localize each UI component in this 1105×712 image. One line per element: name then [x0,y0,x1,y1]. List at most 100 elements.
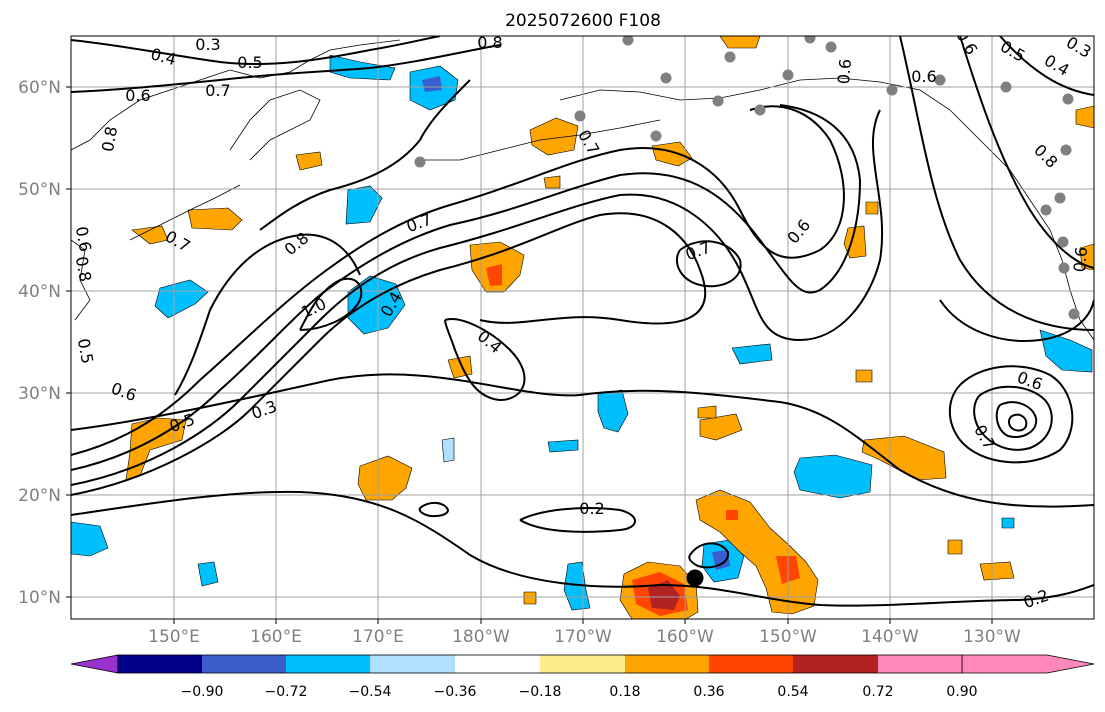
contour-line [973,385,1053,451]
map-panel: 0.3 0.4 0.5 0.6 0.7 0.8 0.8 0.8 0.6 0.7 … [66,33,1095,624]
longitude-label: 160°W [656,627,714,647]
contour-line [999,36,1094,96]
station-marker [1060,144,1072,156]
contour-line [948,365,1074,464]
contour-line [71,44,501,93]
colorbar-segment [878,655,962,673]
contour-label: 0.6 [834,58,855,85]
longitude-label: 170°E [352,627,404,647]
contour-line [519,507,636,533]
station-marker [1068,308,1080,320]
colorbar-label: −0.90 [181,684,224,700]
station-marker [622,36,634,46]
station-marker [934,74,946,86]
negative-anomaly-patch [731,343,773,365]
station-marker [414,156,426,168]
station-marker [1040,204,1052,216]
station-marker [1000,81,1012,93]
negative-anomaly-patch [597,389,629,433]
station-marker [660,72,672,84]
longitude-label: 180°W [452,627,510,647]
colorbar-segment [202,655,286,673]
contour-line [939,299,1094,342]
contour-line [688,542,730,569]
negative-anomaly-patch [329,54,396,81]
contour-label: 0.7 [205,81,230,100]
contour-label: 0.6 [125,86,150,105]
negative-anomaly-patch [197,561,219,587]
longitude-label: 150°W [759,627,817,647]
colorbar-segment [793,655,878,673]
contour-line [899,36,1094,331]
positive-anomaly-patch [979,561,1015,581]
negative-anomaly-patch [547,439,579,453]
contour-label: 0.5 [74,337,97,365]
strong-negative-anomaly-patch [422,76,442,92]
contour-line [995,401,1038,438]
contour-label: 0.8 [98,125,121,153]
coastline-kurils [129,184,241,241]
latitude-label: 60°N [18,78,61,98]
colorbar-segment [286,655,370,673]
colorbar-label: −0.36 [434,684,477,700]
contour-line [959,36,1094,269]
contour-label: 0.3 [195,35,220,54]
negative-anomaly-patch [154,279,209,319]
station-markers [414,36,1080,587]
contour-label: 0.8 [477,33,502,52]
negative-anomaly-patch [1039,329,1093,373]
station-marker [804,36,816,44]
negative-anomaly-patch [71,521,109,557]
colorbar-label: 0.36 [693,684,724,700]
contour-label: 0.6 [1070,246,1091,273]
latitude-label: 10°N [18,588,61,608]
contour-line [174,233,361,396]
negative-anomaly-patch [1001,517,1015,529]
positive-anomaly-patch [523,591,537,605]
colorbar-segment [625,655,709,673]
positive-anomaly-patch [357,455,413,501]
negative-anomaly-patch [345,185,383,225]
positive-anomaly-patch [947,539,963,555]
contour-lines [71,36,1094,607]
colorbar-extend-high [961,654,1095,674]
contour-line [444,318,526,402]
positive-anomaly-patch [719,36,761,49]
colorbar-frame [117,654,963,674]
very-strong-positive-anomaly-patch [648,580,680,610]
strong-positive-anomaly-patch [486,264,502,286]
station-marker [754,104,766,116]
contour-line [1007,413,1028,432]
colorbar-segment [709,655,793,673]
station-marker [782,69,794,81]
colorbar-label: 0.54 [777,684,808,700]
contour-line [71,212,707,496]
contour-line [71,373,1094,508]
colorbar: −0.90 −0.72 −0.54 −0.36 −0.18 0.18 0.36 … [70,654,1095,700]
station-marker [825,41,837,53]
colorbar-label: −0.72 [265,684,308,700]
contour-label: 0.2 [579,499,604,518]
contour-line [259,79,471,231]
contour-line [71,490,1094,607]
graticule [71,36,1094,619]
colorbar-label: 0.72 [862,684,893,700]
station-marker [886,84,898,96]
longitude-label: 160°E [250,627,302,647]
station-marker [724,51,736,63]
station-marker [712,95,724,107]
coastline-north-america [879,81,1094,341]
colorbar-extend-low [70,654,119,674]
contour-line [71,36,441,66]
colorbar-segment [118,655,202,673]
coastline-aleutians [420,119,661,161]
positive-anomaly-patch [697,405,717,419]
positive-anomaly-patch [865,201,879,215]
positive-anomaly-patch [295,151,323,171]
colorbar-label: −0.18 [519,684,562,700]
station-marker [1062,93,1074,105]
contour-line [71,105,845,456]
storm-center-marker [686,569,704,587]
latitude-label: 40°N [18,282,61,302]
